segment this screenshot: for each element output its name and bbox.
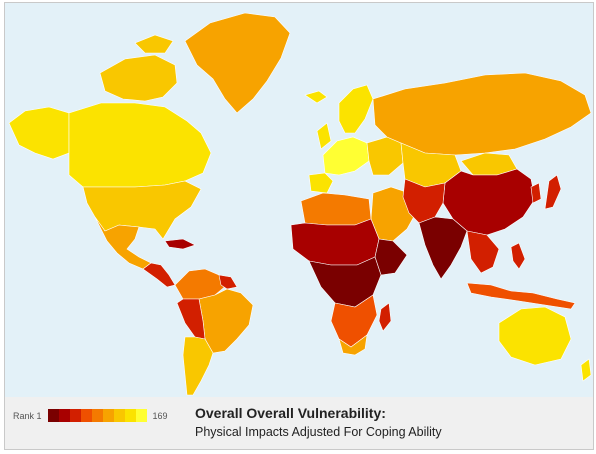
map-title: Overall Overall Vulnerability: <box>195 405 386 421</box>
region-india[interactable] <box>418 216 468 280</box>
region-usa[interactable] <box>82 180 202 240</box>
region-russia[interactable] <box>372 72 592 156</box>
region-indonesia[interactable] <box>466 282 576 310</box>
map-frame: Rank 1 169 Overall Overall Vulnerability… <box>4 2 594 450</box>
region-philippines[interactable] <box>510 242 526 270</box>
region-horn-of-africa[interactable] <box>374 238 408 276</box>
region-north-africa[interactable] <box>300 192 372 226</box>
region-south-africa[interactable] <box>338 334 368 356</box>
legend-swatch <box>124 409 136 422</box>
map-subtitle: Physical Impacts Adjusted For Coping Abi… <box>195 425 442 439</box>
legend-swatch <box>47 409 59 422</box>
region-greenland[interactable] <box>184 12 291 114</box>
region-peru-bolivia[interactable] <box>176 298 206 340</box>
region-southeast-asia[interactable] <box>466 230 500 274</box>
color-legend: Rank 1 169 <box>13 409 168 422</box>
legend-min-label: Rank 1 <box>13 410 42 421</box>
region-scandinavia[interactable] <box>338 84 374 134</box>
legend-max-label: 169 <box>152 410 168 421</box>
region-mexico[interactable] <box>94 216 152 270</box>
region-sahel[interactable] <box>290 218 380 266</box>
region-madagascar[interactable] <box>378 302 392 332</box>
legend-color-bar <box>47 409 147 422</box>
region-central-america[interactable] <box>142 262 176 288</box>
legend-swatch <box>58 409 70 422</box>
region-uk[interactable] <box>316 122 332 150</box>
region-alaska[interactable] <box>8 106 70 160</box>
region-argentina-chile[interactable] <box>182 336 214 396</box>
region-japan[interactable] <box>544 174 562 210</box>
legend-swatch <box>102 409 114 422</box>
region-arctic-island-1[interactable] <box>134 34 174 54</box>
legend-swatch <box>91 409 103 422</box>
world-map <box>5 3 593 397</box>
region-australia[interactable] <box>498 306 572 366</box>
region-iceland[interactable] <box>304 90 328 104</box>
region-eastern-europe[interactable] <box>366 136 404 176</box>
region-guianas[interactable] <box>218 274 238 290</box>
legend-swatch <box>69 409 81 422</box>
region-caribbean[interactable] <box>164 238 196 250</box>
region-canada-arctic[interactable] <box>99 54 178 102</box>
legend-swatch <box>80 409 92 422</box>
region-canada[interactable] <box>68 102 212 188</box>
legend-swatch <box>135 409 147 422</box>
region-central-africa[interactable] <box>308 256 382 308</box>
map-footer: Rank 1 169 Overall Overall Vulnerability… <box>5 397 593 449</box>
legend-swatch <box>113 409 125 422</box>
region-korea[interactable] <box>530 182 542 204</box>
region-new-zealand[interactable] <box>580 358 592 382</box>
region-iberia[interactable] <box>308 172 334 194</box>
world-map-svg <box>8 12 592 396</box>
region-western-europe[interactable] <box>322 136 370 176</box>
map-title-block: Overall Overall Vulnerability: Physical … <box>195 405 442 440</box>
